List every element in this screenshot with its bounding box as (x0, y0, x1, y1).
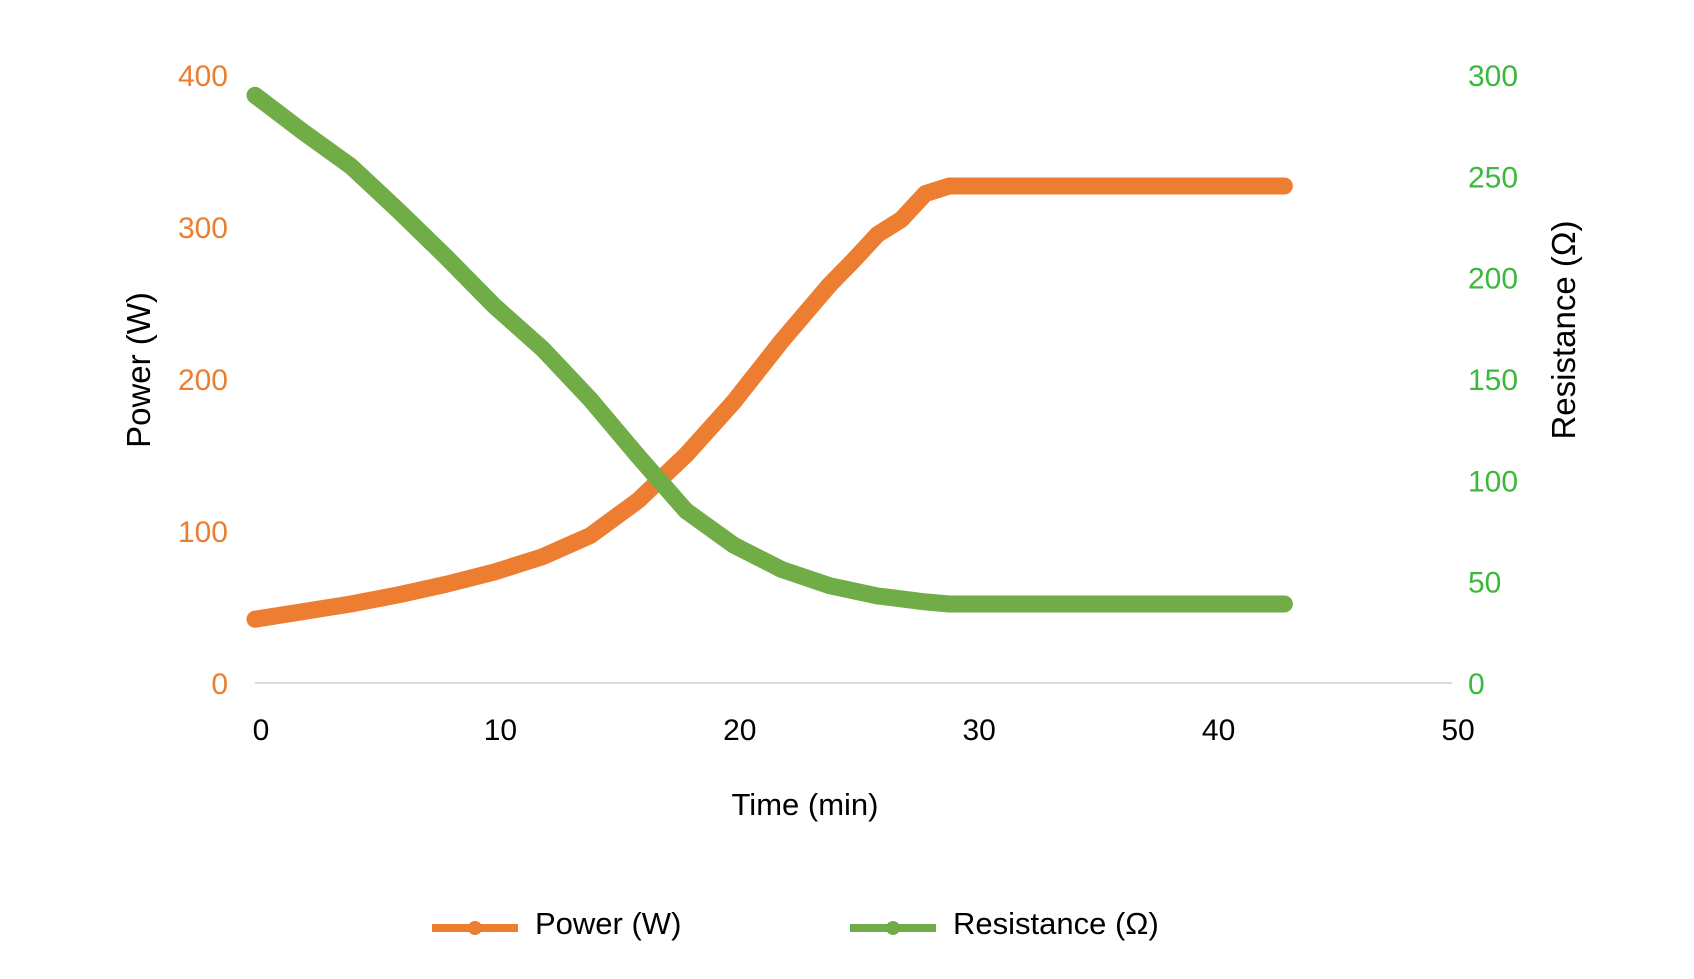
x-tick-label: 30 (963, 714, 996, 747)
x-axis-label: Time (min) (732, 787, 879, 822)
data-point-power (630, 492, 647, 509)
x-tick-label: 10 (484, 714, 517, 747)
data-point-resistance (869, 587, 886, 604)
data-point-resistance (534, 340, 551, 357)
data-point-resistance (486, 298, 503, 315)
x-tick-label: 50 (1441, 714, 1474, 747)
legend-item-resistance[interactable]: Resistance (Ω) (850, 906, 1159, 941)
data-point-power (582, 527, 599, 544)
y-tick-label-right: 100 (1468, 465, 1518, 498)
y-tick-label-right: 50 (1468, 567, 1501, 600)
data-point-power (821, 276, 838, 293)
data-point-power (773, 333, 790, 349)
data-point-power (845, 252, 862, 269)
data-point-resistance (438, 249, 455, 266)
legend-marker-power (468, 921, 482, 935)
data-point-resistance (1084, 595, 1101, 612)
data-point-resistance (677, 502, 694, 519)
y-axis-label-right: Resistance (Ω) (1545, 220, 1582, 439)
y-tick-label-right: 200 (1468, 263, 1518, 296)
y-tick-label-left: 300 (178, 212, 228, 245)
x-tick-label: 20 (723, 714, 756, 747)
y-tick-label-right: 250 (1468, 161, 1518, 194)
data-point-power (893, 211, 910, 228)
data-point-power (1276, 177, 1293, 194)
y-axis-label-left: Power (W) (120, 292, 157, 448)
legend-label-power: Power (W) (535, 906, 681, 941)
data-point-resistance (1276, 595, 1293, 612)
y-tick-label-right: 150 (1468, 364, 1518, 397)
data-point-resistance (390, 202, 407, 219)
y-tick-label-left: 200 (178, 364, 228, 397)
data-point-power (941, 177, 958, 194)
y-tick-label-left: 100 (178, 516, 228, 549)
y-tick-label-left: 0 (211, 668, 228, 701)
data-point-power (1084, 177, 1101, 194)
data-point-power (438, 576, 455, 593)
data-point-resistance (342, 158, 359, 175)
data-point-power (247, 611, 263, 628)
data-point-power (294, 603, 311, 620)
legend-label-resistance: Resistance (Ω) (953, 906, 1159, 941)
data-point-resistance (582, 391, 599, 408)
legend-item-power[interactable]: Power (W) (432, 906, 681, 941)
x-tick-label: 40 (1202, 714, 1235, 747)
data-point-power (534, 548, 551, 565)
data-point-resistance (247, 87, 263, 104)
data-point-power (677, 447, 694, 463)
data-point-power (917, 185, 934, 202)
legend: Power (W) Resistance (Ω) (432, 906, 1159, 941)
data-point-resistance (630, 448, 647, 465)
y-tick-label-right: 0 (1468, 668, 1485, 701)
data-point-resistance (773, 561, 790, 578)
data-point-resistance (725, 537, 742, 554)
y-tick-label-left: 400 (178, 60, 228, 93)
data-point-resistance (941, 595, 958, 612)
y-tick-label-right: 300 (1468, 60, 1518, 93)
data-point-power (869, 226, 886, 243)
x-tick-label: 0 (253, 714, 270, 747)
data-point-power (725, 393, 742, 410)
data-point-resistance (917, 593, 934, 610)
data-point-resistance (821, 577, 838, 594)
data-point-power (486, 564, 503, 581)
data-point-power (342, 595, 359, 612)
data-point-resistance (294, 123, 311, 140)
data-point-power (390, 586, 407, 603)
legend-marker-resistance (886, 921, 900, 935)
